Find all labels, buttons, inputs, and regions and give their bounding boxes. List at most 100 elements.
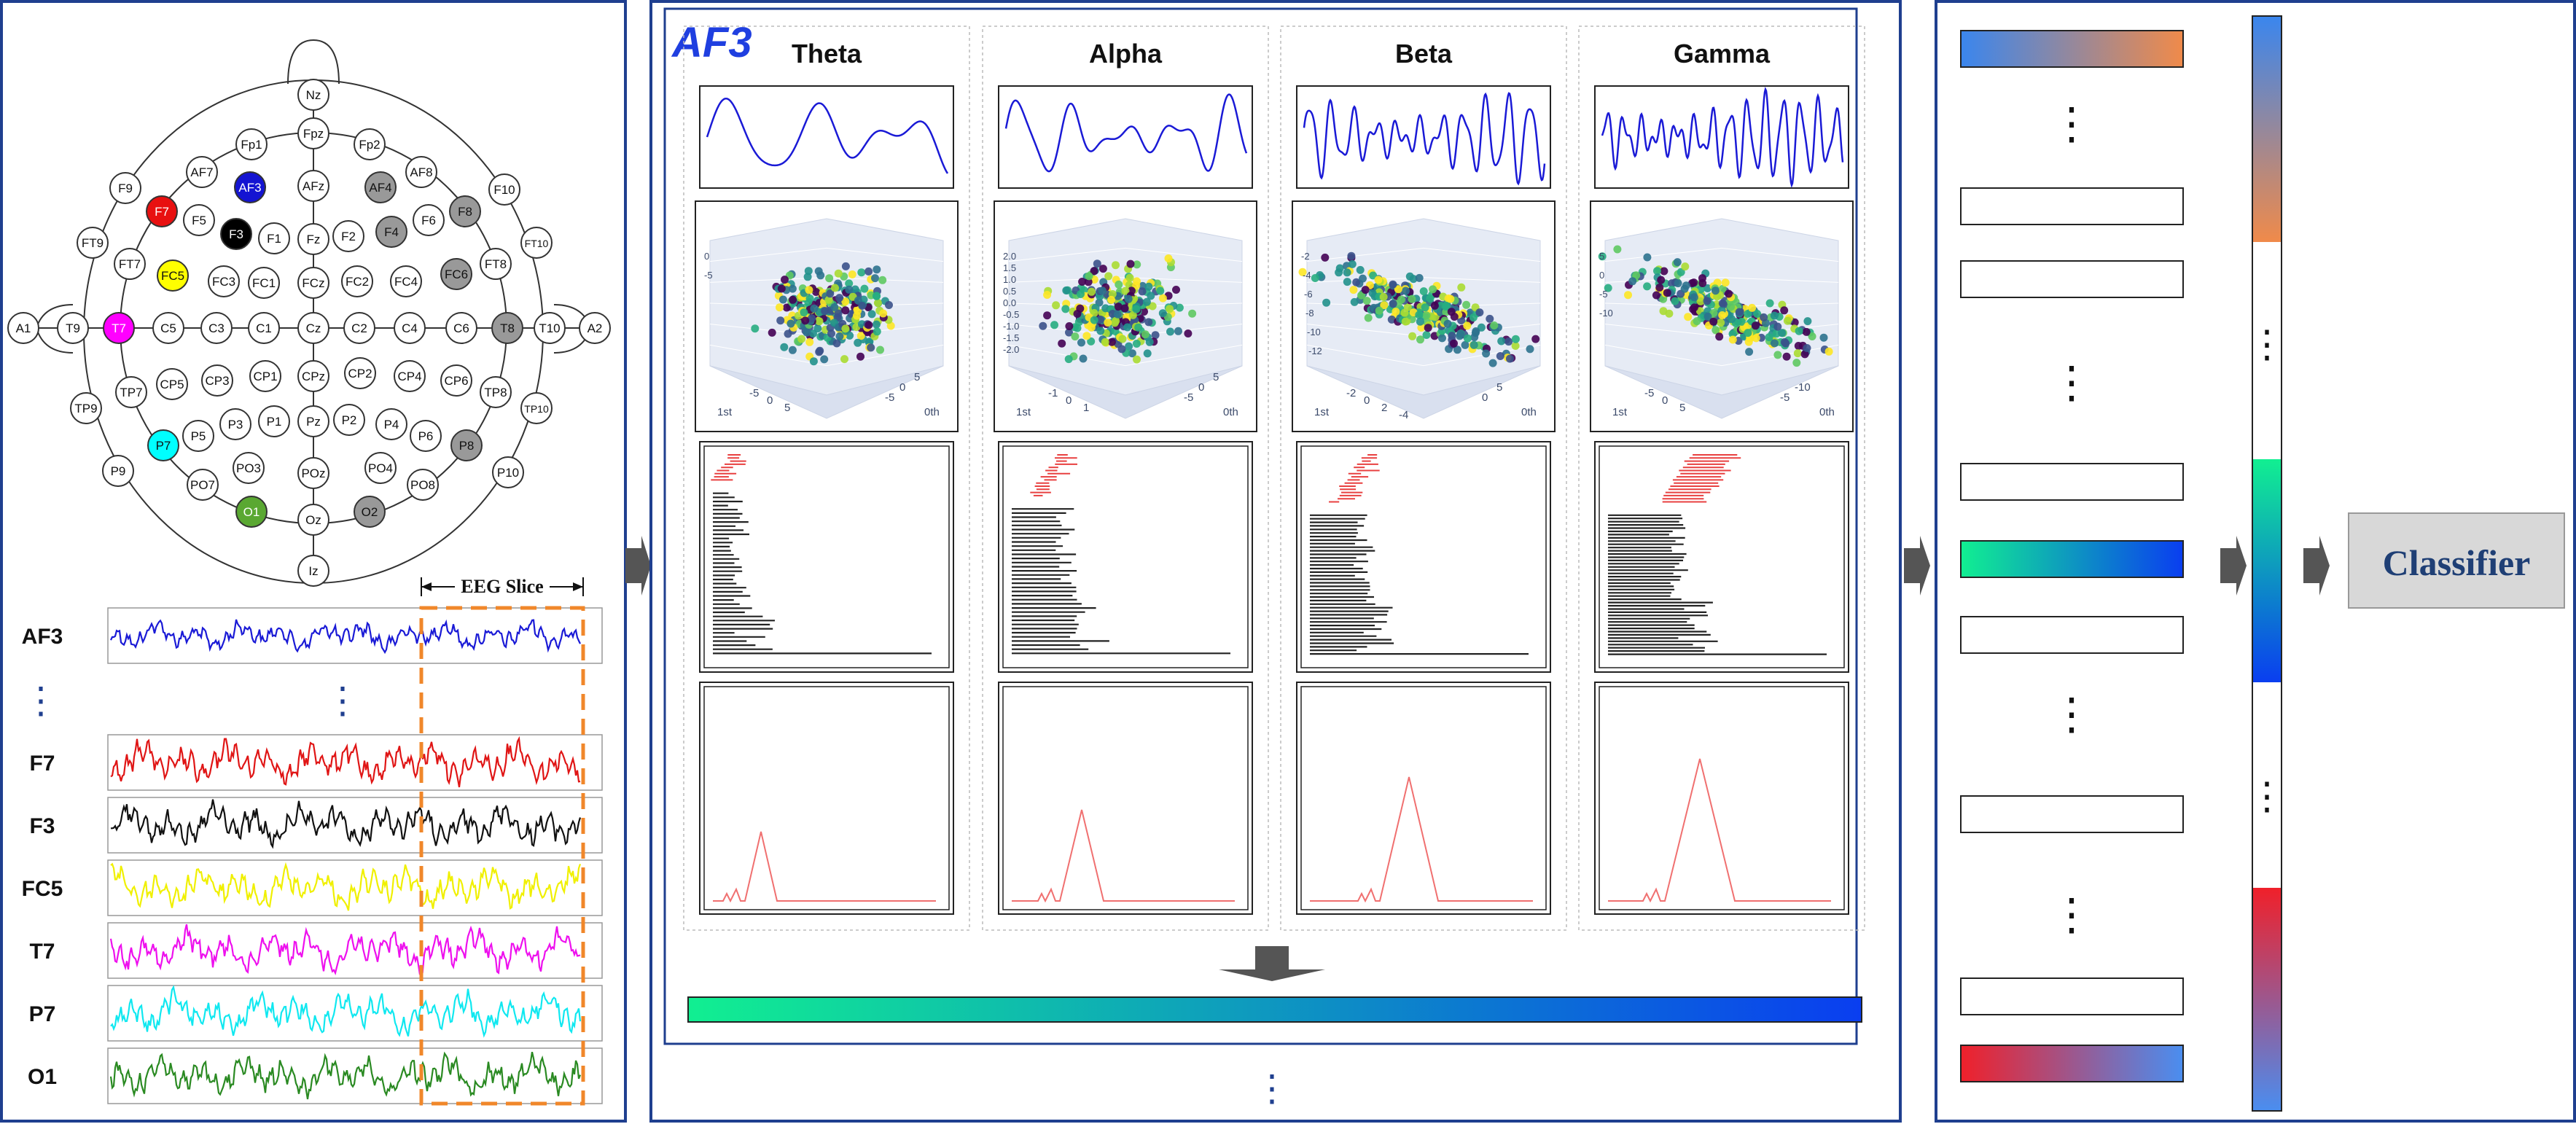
electrode-cpz: CPz (297, 360, 329, 392)
electrode-label: TP10 (524, 403, 549, 415)
electrode-label: CPz (302, 370, 325, 383)
persistence-curve (713, 831, 936, 903)
electrode-f9: F9 (109, 172, 141, 204)
electrode-label: Iz (308, 564, 318, 578)
scatter-axis-z-label: -4 (1303, 270, 1311, 281)
electrode-label: F4 (384, 225, 399, 239)
electrode-t8: T8 (491, 312, 523, 344)
electrode-label: C5 (160, 321, 176, 335)
electrode-fp2: Fp2 (354, 128, 386, 160)
electrode-label: F9 (118, 182, 133, 195)
electrode-c5: C5 (152, 312, 184, 344)
scatter-axis-y-label: 5 (1496, 381, 1502, 394)
electrode-label: Fp1 (241, 138, 262, 152)
signal-row-t7: T7 (29, 922, 603, 979)
electrode-label: PO4 (368, 461, 393, 475)
scatter-axis-y-label: 5 (914, 371, 920, 383)
electrode-label: TP8 (484, 386, 507, 399)
scatter-axis-y-label: -5 (885, 391, 894, 404)
scatter-axis-y-label: -5 (1780, 391, 1789, 404)
electrode-cp6: CP6 (440, 364, 472, 397)
electrode-label: FC2 (346, 275, 369, 289)
electrode-label: F1 (267, 232, 281, 246)
electrode-label: AF3 (238, 181, 261, 195)
electrode-label: F10 (493, 183, 515, 197)
vector-ellipsis-2: ⋮ (2248, 776, 2286, 818)
scatter-axis-x-label: 0 (1066, 394, 1072, 407)
vector-ellipsis-1: ⋮ (2248, 324, 2286, 366)
electrode-af3: AF3 (234, 171, 266, 203)
electrode-fc5: FC5 (157, 259, 189, 292)
scatter-axis-z-label: 2.0 (1003, 251, 1016, 262)
electrode-label: A1 (16, 321, 31, 335)
channel-frame (663, 7, 1858, 1045)
electrode-label: P8 (459, 439, 475, 453)
electrode-label: F5 (192, 214, 206, 227)
signal-label: O1 (28, 1065, 57, 1089)
electrode-label: C6 (453, 321, 469, 335)
electrode-poz: POz (297, 457, 329, 489)
feature-vector-empty (1960, 463, 2184, 501)
signal-label: AF3 (22, 625, 63, 649)
electrode-label: PO7 (190, 478, 215, 492)
electrode-f2: F2 (332, 220, 364, 252)
electrode-label: P2 (342, 413, 357, 427)
electrode-label: F3 (229, 227, 243, 241)
feature-vector-empty (1960, 616, 2184, 654)
scatter-axis-z-label: -6 (1304, 289, 1313, 300)
electrode-o2: O2 (354, 496, 386, 528)
scatter-axis-z-label: 0.0 (1003, 297, 1016, 308)
electrode-fc6: FC6 (440, 258, 472, 290)
electrode-fc1: FC1 (248, 267, 280, 299)
scatter-axis-x-label: 1st (1612, 406, 1628, 418)
electrode-label: CP3 (205, 374, 229, 388)
eeg-slice-label: EEG Slice (461, 576, 543, 597)
electrode-iz: Iz (297, 555, 329, 587)
electrode-p8: P8 (450, 429, 483, 461)
electrode-p10: P10 (492, 456, 524, 488)
electrode-fp1: Fp1 (235, 128, 268, 160)
scatter-axis-z-label: -12 (1308, 346, 1322, 356)
electrode-label: C3 (208, 321, 225, 335)
scatter-axis-y-label: 0th (1223, 406, 1238, 418)
electrode-map: Nz Fpz Fp1 Fp2 F9 AF7 AF3 AFz AF4 AF8 F10 F7 F5 F3 F1 F… (7, 39, 611, 587)
scatter-axis-x-label: 1st (1314, 406, 1330, 418)
electrode-fpz: Fpz (297, 117, 329, 149)
electrode-label: CP1 (253, 370, 277, 383)
scatter-axis-x-label: 1st (717, 406, 733, 418)
scatter-axis-x-label: 1 (1083, 402, 1089, 414)
electrode-p2: P2 (333, 404, 365, 436)
signal-trace (110, 619, 581, 655)
electrode-label: FC1 (252, 276, 276, 290)
electrode-label: C2 (351, 321, 367, 335)
electrode-label: PO8 (410, 478, 435, 492)
electrode-f8: F8 (449, 195, 481, 227)
electrode-label: AF8 (410, 165, 432, 179)
electrode-label: P1 (267, 415, 282, 429)
channel-ellipsis: ⋮ (23, 680, 59, 721)
signal-trace (110, 735, 581, 788)
electrode-tp10: TP10 (520, 392, 553, 424)
electrode-label: Fp2 (359, 138, 380, 152)
electrode-cp4: CP4 (394, 360, 426, 392)
electrode-c3: C3 (200, 312, 233, 344)
scatter-axis-x-label: -1 (1048, 387, 1058, 399)
scatter-axis-z-label: -8 (1305, 308, 1314, 319)
scatter-axis-x-label: 1st (1016, 406, 1031, 418)
band-waveform (1303, 92, 1546, 186)
feature-vector-empty (1960, 187, 2184, 225)
persistence-curve (1608, 758, 1831, 903)
classifier-box (2348, 512, 2565, 609)
electrode-label: Oz (305, 513, 321, 527)
signal-row-o1: O1 (28, 1047, 603, 1104)
electrode-label: FC6 (445, 268, 468, 281)
electrode-label: C4 (402, 321, 418, 335)
signal-trace (109, 1051, 582, 1100)
arrow-2 (1904, 536, 1930, 596)
electrode-o1: O1 (235, 496, 268, 528)
electrode-label: FC3 (212, 275, 235, 289)
electrode-p5: P5 (182, 420, 214, 452)
electrode-label: F7 (155, 205, 169, 219)
electrode-po4: PO4 (364, 452, 397, 484)
